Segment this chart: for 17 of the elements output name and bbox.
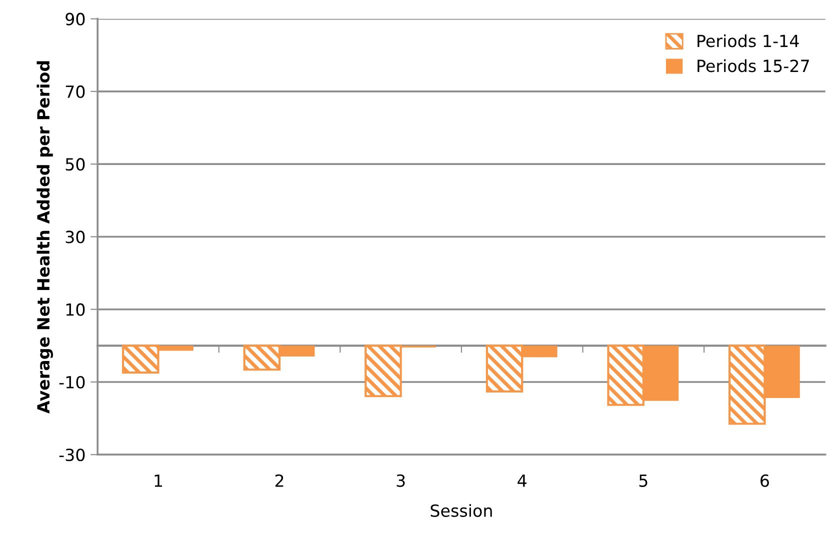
x-tick-label: 5 xyxy=(639,474,648,487)
legend-label: Periods 15-27 xyxy=(698,59,809,72)
x-tick-label: 1 xyxy=(154,474,162,487)
y-tick-label: 70 xyxy=(66,85,85,98)
x-tick-label: 4 xyxy=(518,474,526,487)
x-tick-label: 3 xyxy=(396,474,405,487)
y-tick-label: 10 xyxy=(66,303,85,316)
y-tick-label: 30 xyxy=(66,230,85,244)
legend-label: Periods 1-14 xyxy=(698,34,799,48)
y-axis-title: Average Net Health Added per Period xyxy=(36,61,54,414)
y-tick-label: 90 xyxy=(66,12,85,26)
y-tick-label: 50 xyxy=(66,158,85,171)
y-tick-label: -30 xyxy=(59,448,85,462)
y-tick-label: -10 xyxy=(59,376,85,389)
x-axis-title: Session xyxy=(430,504,492,517)
x-tick-label: 6 xyxy=(760,474,769,487)
x-tick-label: 2 xyxy=(275,474,284,487)
